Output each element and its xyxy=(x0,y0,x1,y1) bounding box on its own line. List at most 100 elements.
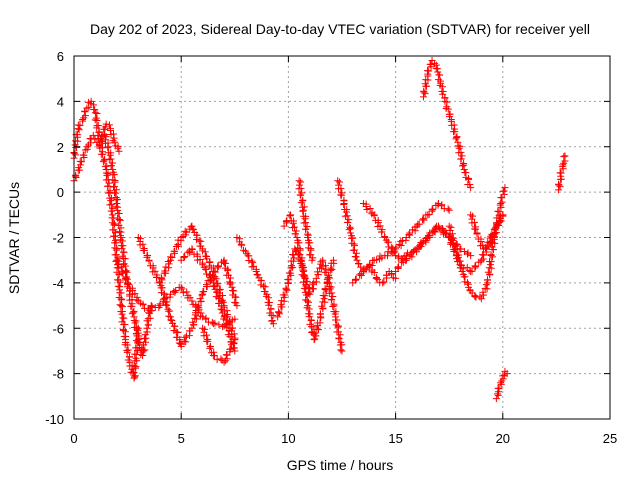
data-marker xyxy=(110,232,118,240)
data-marker xyxy=(487,264,495,272)
data-point xyxy=(177,283,185,291)
data-marker xyxy=(91,135,99,143)
data-marker xyxy=(483,285,491,293)
data-marker xyxy=(454,253,462,261)
data-marker xyxy=(240,246,248,254)
data-marker xyxy=(129,308,137,316)
data-marker xyxy=(305,305,313,313)
data-marker xyxy=(76,122,84,130)
data-marker xyxy=(111,220,119,228)
data-marker xyxy=(373,256,381,264)
data-marker xyxy=(224,266,232,274)
data-marker xyxy=(309,280,317,288)
data-marker xyxy=(90,106,98,114)
data-marker xyxy=(488,243,496,251)
data-marker xyxy=(297,184,305,192)
data-marker xyxy=(192,315,200,323)
data-point xyxy=(293,234,301,241)
data-marker xyxy=(464,279,472,287)
data-marker xyxy=(172,286,180,294)
data-marker xyxy=(128,310,136,318)
data-marker xyxy=(327,264,335,272)
data-marker xyxy=(322,268,330,276)
data-marker xyxy=(307,316,315,324)
data-point xyxy=(497,199,505,207)
data-marker xyxy=(362,203,370,211)
data-marker xyxy=(298,254,306,262)
data-marker xyxy=(466,180,474,188)
y-axis-label: SDTVAR / TECUs xyxy=(6,182,22,294)
data-marker xyxy=(121,320,129,328)
data-marker xyxy=(110,183,118,191)
data-marker xyxy=(202,281,210,289)
data-marker xyxy=(195,302,203,310)
data-marker xyxy=(210,282,218,290)
data-marker xyxy=(370,212,378,220)
data-marker xyxy=(128,302,136,310)
data-marker xyxy=(130,362,138,370)
data-marker xyxy=(75,126,83,134)
data-marker xyxy=(383,271,391,279)
data-marker xyxy=(196,295,204,303)
data-marker xyxy=(406,250,414,258)
data-marker xyxy=(203,331,211,339)
data-marker xyxy=(299,207,307,215)
data-marker xyxy=(114,209,122,217)
y-tick-label: -8 xyxy=(52,367,64,382)
data-marker xyxy=(91,116,99,124)
data-marker xyxy=(366,204,374,212)
data-marker xyxy=(202,270,210,278)
axis-tick-labels: 0 5 10 15 20 25 -10 -8 -6 -4 -2 0 2 4 6 xyxy=(45,49,617,446)
data-marker xyxy=(208,276,216,284)
data-marker xyxy=(331,316,339,324)
data-marker xyxy=(342,208,350,216)
data-marker xyxy=(281,291,289,299)
y-tick-label: -2 xyxy=(52,231,64,246)
data-marker xyxy=(116,289,124,297)
data-marker xyxy=(79,151,87,159)
y-tick-label: -6 xyxy=(52,321,64,336)
data-point xyxy=(310,336,318,344)
data-marker xyxy=(108,200,116,208)
data-marker xyxy=(112,186,120,194)
data-marker xyxy=(73,131,81,139)
data-marker xyxy=(133,323,141,331)
data-marker xyxy=(428,205,436,213)
data-marker xyxy=(448,230,456,238)
data-point xyxy=(379,279,387,287)
data-marker xyxy=(265,294,273,302)
data-marker xyxy=(326,285,334,293)
data-marker xyxy=(317,310,325,318)
data-marker xyxy=(217,305,225,313)
data-point xyxy=(501,184,509,192)
data-marker xyxy=(394,263,402,271)
data-marker xyxy=(384,252,392,260)
data-marker xyxy=(378,228,386,236)
data-marker xyxy=(181,333,189,341)
data-marker xyxy=(495,208,503,216)
data-point xyxy=(392,274,400,282)
data-marker xyxy=(425,211,433,219)
data-marker xyxy=(202,314,210,322)
data-marker xyxy=(210,352,218,360)
data-marker xyxy=(387,248,395,256)
data-marker xyxy=(228,283,236,291)
data-marker xyxy=(282,284,290,292)
data-marker xyxy=(418,240,426,248)
data-marker xyxy=(220,259,228,267)
data-marker xyxy=(296,257,304,265)
data-marker xyxy=(131,372,139,380)
data-marker xyxy=(289,263,297,271)
data-marker xyxy=(328,265,336,273)
data-marker xyxy=(297,199,305,207)
data-marker xyxy=(259,282,267,290)
data-marker xyxy=(444,105,452,113)
data-marker xyxy=(99,150,107,158)
data-marker xyxy=(174,242,182,250)
data-point xyxy=(353,256,361,264)
data-marker xyxy=(134,327,142,335)
data-marker xyxy=(166,253,174,261)
data-point xyxy=(486,238,494,246)
data-marker xyxy=(214,263,222,271)
axis-ticks xyxy=(73,55,611,420)
